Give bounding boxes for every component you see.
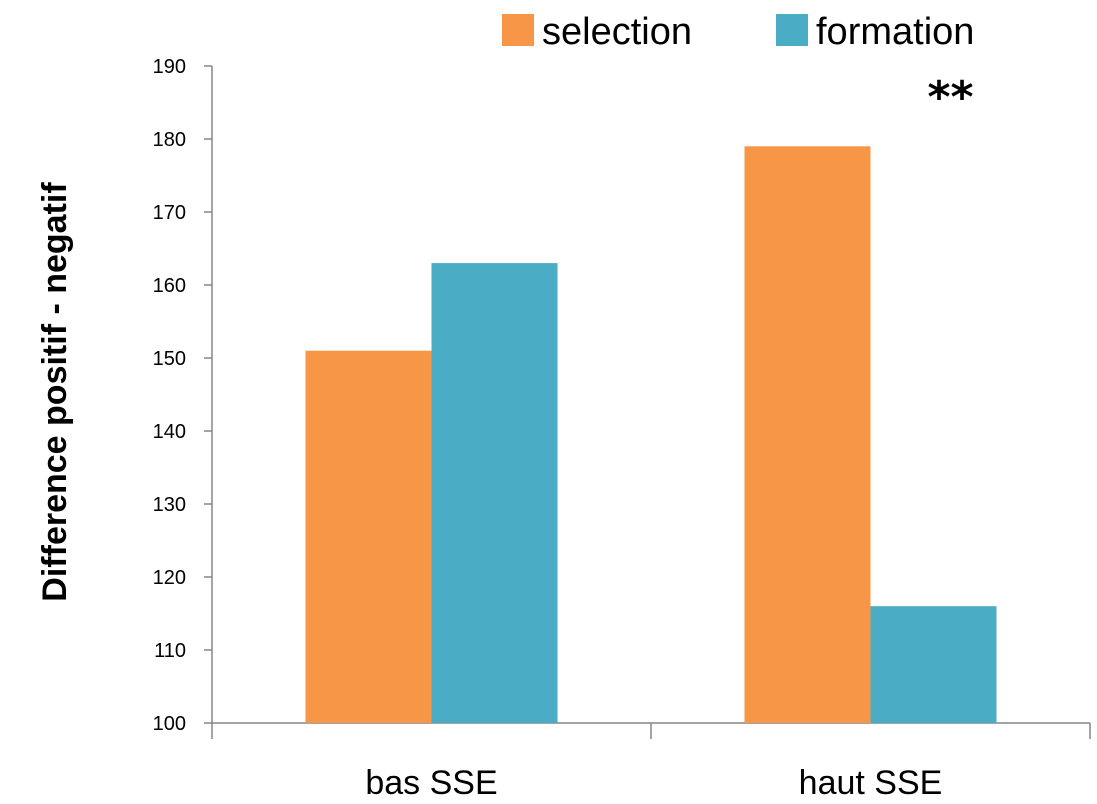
y-tick-label: 190 xyxy=(153,56,186,78)
y-axis-label: Difference positif - negatif xyxy=(36,182,74,602)
y-axis: 100 110 120 130 140 150 160 170 180 190 xyxy=(153,56,213,735)
x-axis: bas SSE haut SSE xyxy=(211,722,1091,802)
bars xyxy=(305,146,997,724)
legend-label-selection: selection xyxy=(542,11,692,53)
legend-swatch-formation xyxy=(776,14,808,46)
y-tick-label: 160 xyxy=(153,275,186,297)
y-tick-label: 140 xyxy=(153,421,186,443)
legend: selection formation xyxy=(502,11,974,53)
x-category-label: haut SSE xyxy=(799,764,943,802)
y-tick-label: 120 xyxy=(153,567,186,589)
legend-swatch-selection xyxy=(502,14,534,46)
annotations: ** xyxy=(927,72,973,123)
y-tick-label: 100 xyxy=(153,713,186,735)
y-tick-label: 150 xyxy=(153,348,186,370)
y-tick-label: 110 xyxy=(154,640,186,662)
y-tick-label: 170 xyxy=(153,202,186,224)
significance-annotation: ** xyxy=(927,72,973,123)
bar-selection-1 xyxy=(744,146,871,724)
bar-formation-0 xyxy=(431,263,558,723)
legend-label-formation: formation xyxy=(816,11,974,53)
y-tick-label: 130 xyxy=(153,494,186,516)
x-category-label: bas SSE xyxy=(365,764,497,802)
bar-selection-0 xyxy=(305,350,432,723)
y-tick-label: 180 xyxy=(153,129,186,151)
bar-formation-1 xyxy=(870,606,997,723)
